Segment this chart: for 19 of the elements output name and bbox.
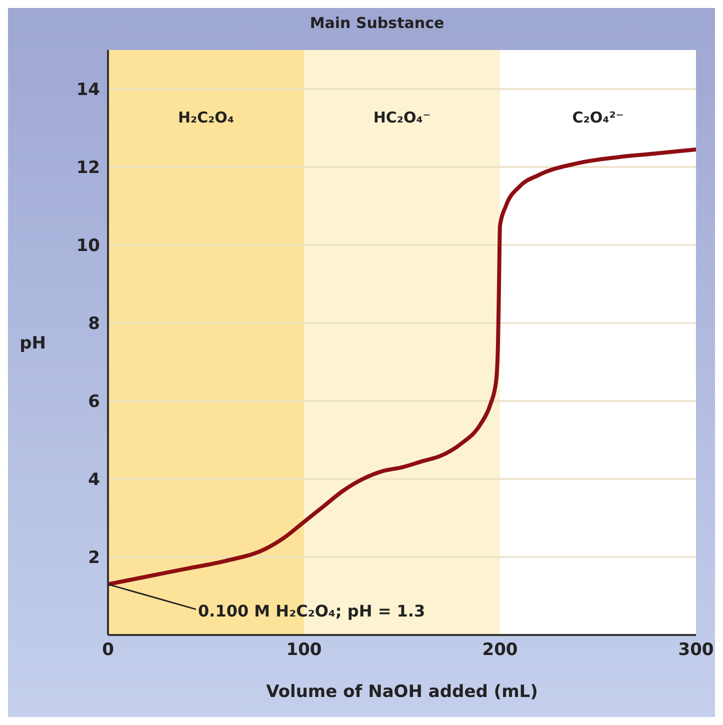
y-tick-label: 10 [76,236,100,256]
x-tick-label: 200 [482,640,518,660]
y-axis-title: pH [20,334,46,354]
y-tick-label: 8 [88,314,100,334]
line-series [108,147,696,586]
annotation: 0.100 M H₂C₂O₄; pH = 1.3 [198,601,426,620]
x-tick-label: 300 [678,640,714,660]
band-label: HC₂O₄⁻ [373,108,431,127]
text: Main Substance [308,14,446,32]
y-tick-label: 4 [88,470,100,490]
y-tick-label: 14 [76,80,100,100]
y-tick-label: 2 [88,548,100,568]
band-label: H₂C₂O₄ [178,108,234,127]
y-tick-label: 12 [76,158,100,178]
x-tick-label: 100 [286,640,322,660]
x-tick-label: 0 [102,640,114,660]
band-label: C₂O₄²⁻ [572,108,624,127]
x-axis-title: Volume of NaOH added (mL) [266,682,538,702]
y-tick-label: 6 [88,392,100,412]
